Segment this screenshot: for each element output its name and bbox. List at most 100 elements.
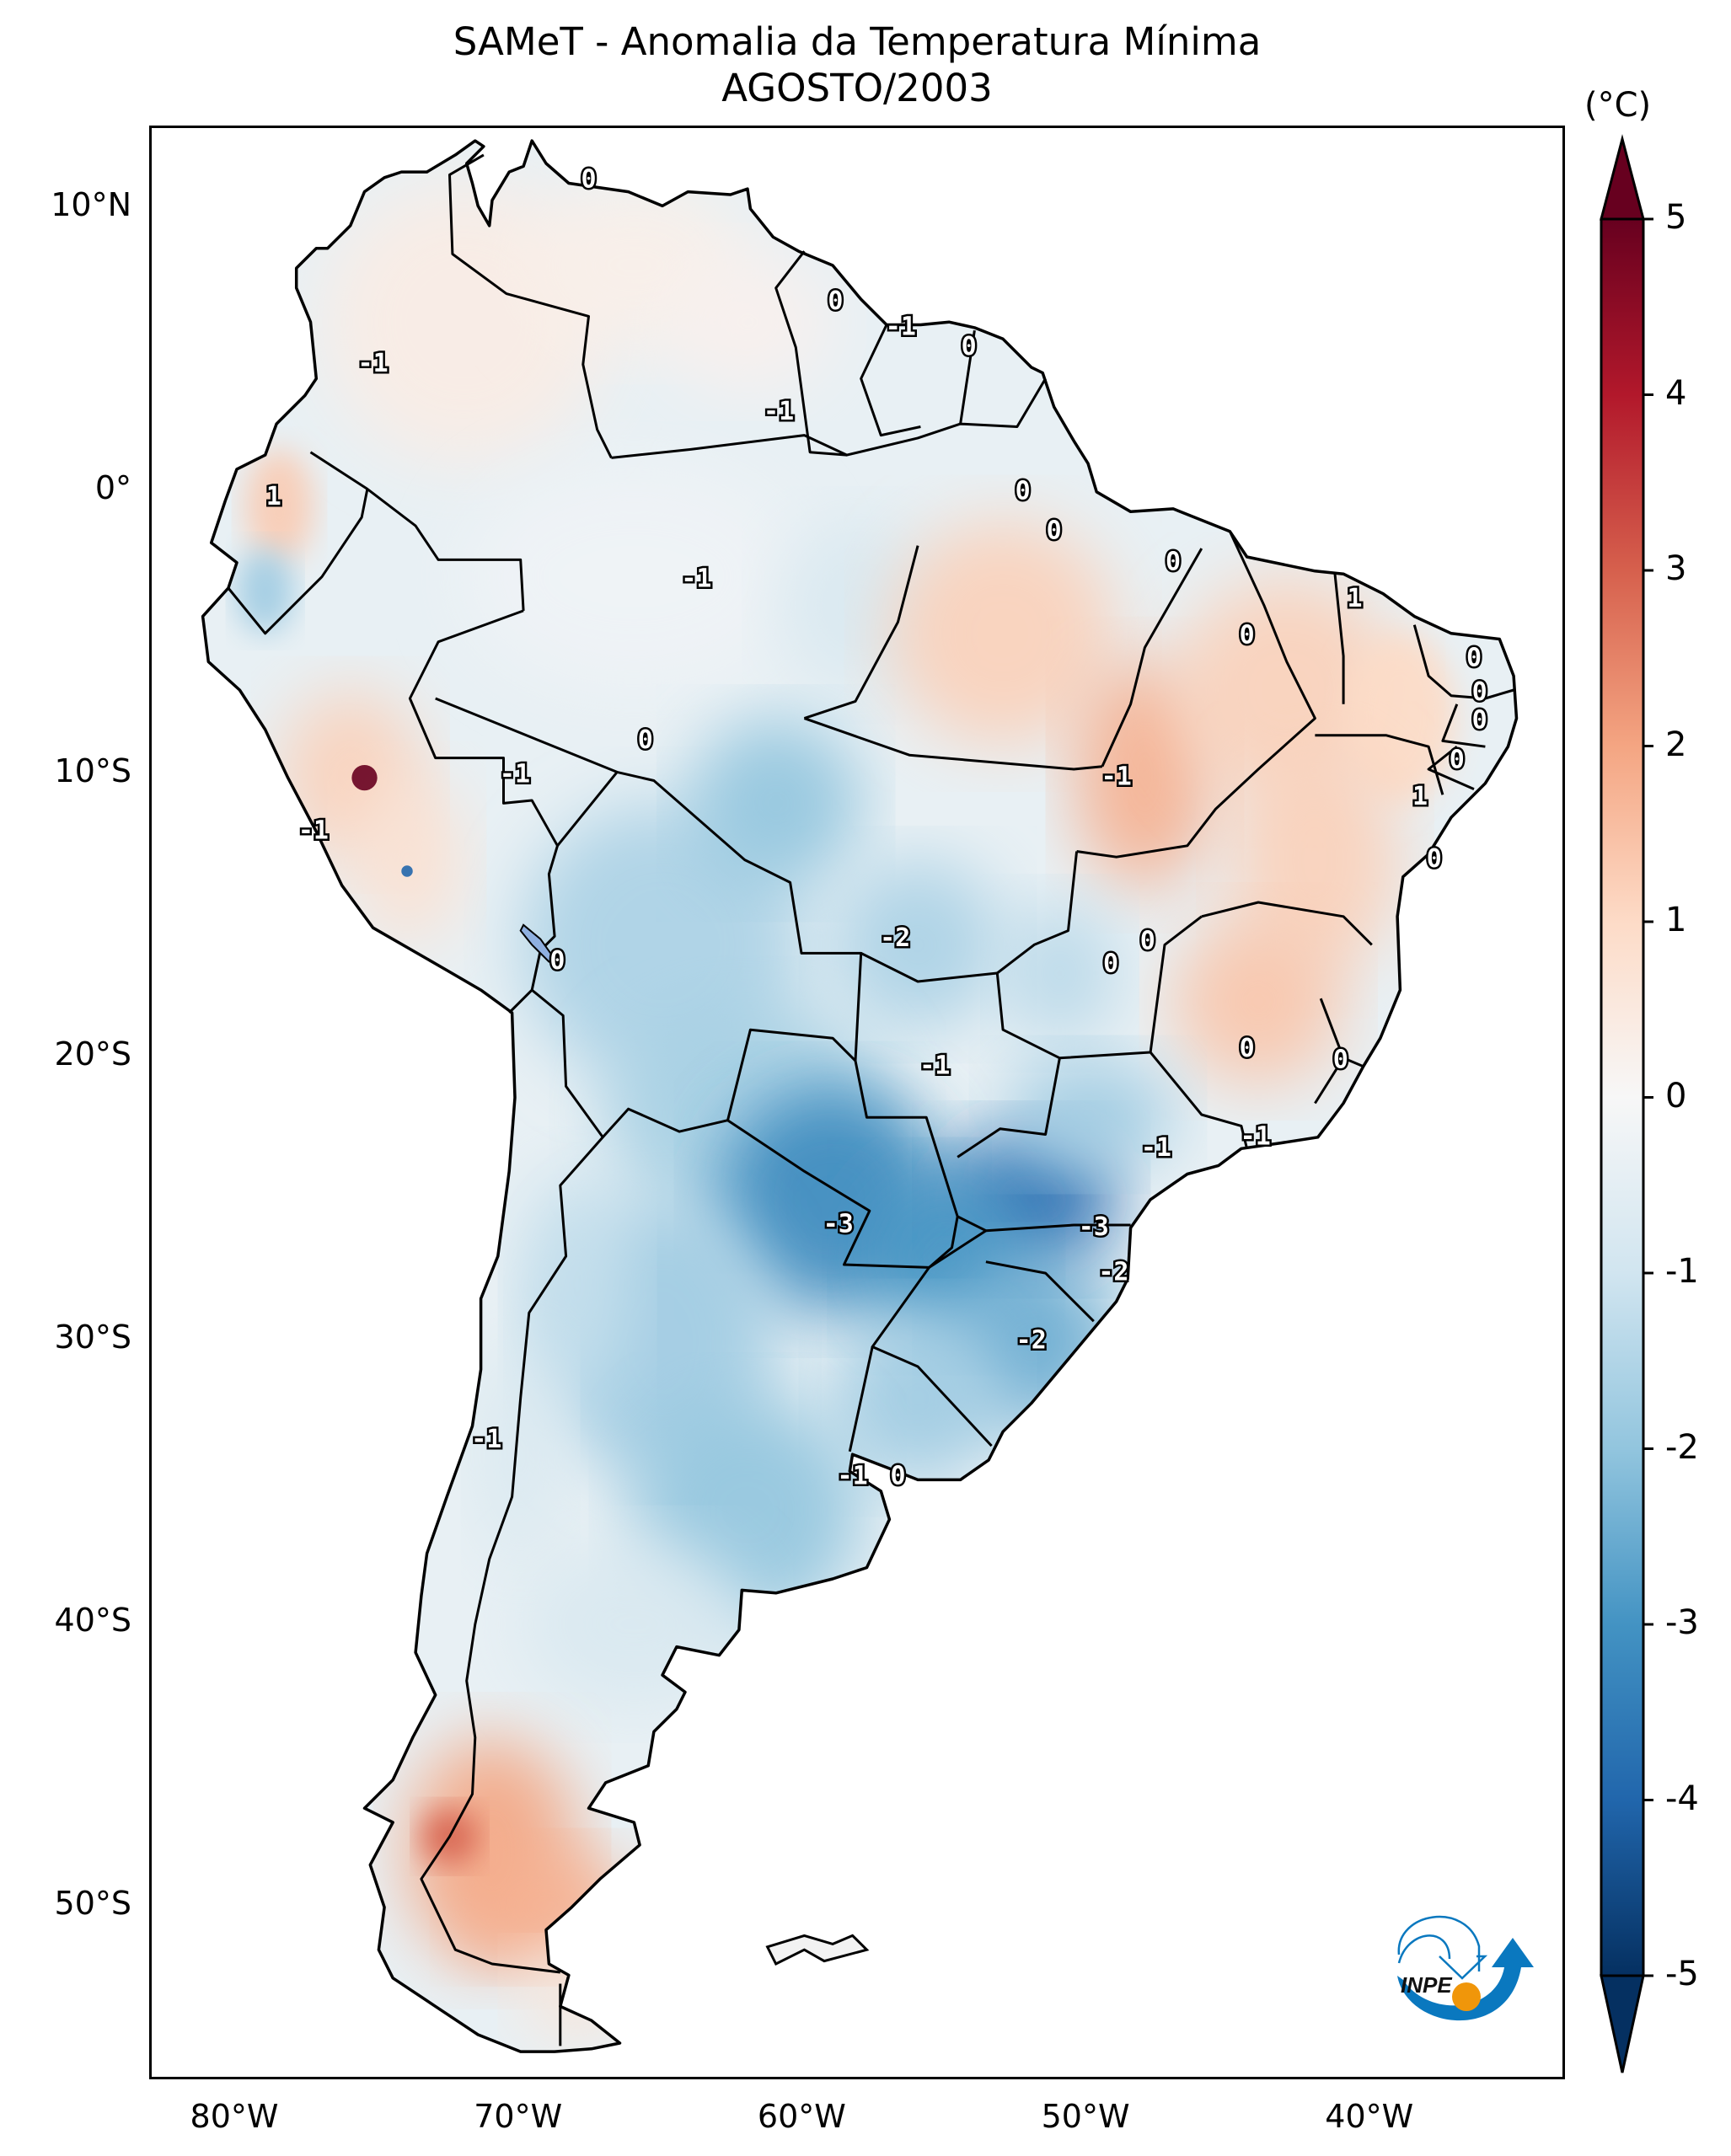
contour-label: -1: [1101, 762, 1132, 792]
colorbar-tick-label: 4: [1665, 373, 1687, 413]
border-line: [1076, 531, 1316, 859]
contour-label: -3: [1079, 1212, 1109, 1242]
border-line: [860, 324, 921, 437]
contour-label: -1: [919, 1051, 950, 1080]
y-tick-label: 10°S: [54, 752, 131, 789]
colorbar: [1600, 134, 1653, 2073]
border-line: [803, 545, 919, 720]
anomaly-blob: [889, 520, 1117, 747]
colorbar-extend-max: [1600, 134, 1645, 221]
contour-label: 1: [1412, 782, 1428, 811]
y-tick-label: 10°N: [51, 185, 131, 223]
anomaly-blob: [1003, 1057, 1174, 1172]
border-line: [227, 489, 369, 635]
y-tick-label: 0°: [94, 468, 131, 506]
x-tick-label: 60°W: [757, 2098, 846, 2135]
border-line: [448, 153, 613, 459]
anomaly-blob: [520, 1171, 635, 1398]
contour-label: 0: [1466, 644, 1482, 673]
anomaly-blob: [1230, 746, 1401, 973]
contour-label: 1: [266, 482, 281, 511]
x-tick-label: 40°W: [1325, 2098, 1414, 2135]
x-tick-label: 70°W: [474, 2098, 563, 2135]
border-line: [985, 1223, 1131, 1233]
border-line: [860, 952, 998, 983]
anomaly-blob: [1003, 901, 1117, 1044]
contour-label: -1: [764, 397, 794, 426]
logo-inner-arc-icon: [1397, 1934, 1451, 1964]
contour-label: 0: [1240, 621, 1255, 650]
logo-down-arrow-icon: [1439, 1955, 1488, 1980]
border-line: [957, 1215, 987, 1233]
border-line: [611, 377, 1047, 459]
border-line: [1412, 624, 1514, 700]
border-line: [1101, 548, 1203, 768]
colorbar-tick-label: 5: [1665, 198, 1687, 237]
anomaly-blob: [1173, 916, 1344, 1087]
colorbar-tick-label: 2: [1665, 725, 1687, 764]
colorbar-tick-label: -4: [1665, 1779, 1699, 1818]
border-line: [1201, 901, 1373, 946]
inpe-logo: INPE: [1397, 1915, 1534, 2021]
anomaly-blob: [351, 765, 378, 791]
border-line: [1315, 734, 1444, 795]
colorbar-tick-label: 3: [1665, 549, 1687, 588]
contour-label: 0: [1047, 516, 1062, 545]
anomaly-blob: [1173, 576, 1401, 804]
logo-sun-icon: [1452, 1982, 1481, 2011]
anomaly-blob: [520, 1950, 635, 2035]
border-line: [774, 250, 848, 457]
border-line: [531, 770, 863, 1139]
border-line: [435, 697, 618, 773]
border-line: [803, 717, 1103, 771]
anomaly-field: [202, 141, 1517, 2052]
border-line: [1441, 704, 1486, 748]
logo-swoosh-icon: [1397, 1938, 1534, 2021]
contour-label: 0: [1333, 1046, 1348, 1075]
contour-label: 0: [1103, 949, 1118, 978]
contour-label: 0: [1140, 927, 1155, 956]
contour-label: 0: [1240, 1034, 1255, 1063]
border-line: [726, 1060, 959, 1269]
contour-label: -2: [1016, 1325, 1047, 1355]
anomaly-blob: [478, 1340, 564, 1568]
logo-text: INPE: [1401, 1972, 1452, 1998]
border-line: [1342, 1057, 1364, 1068]
colorbar-tick-label: 1: [1665, 901, 1687, 939]
colorbar-tick-label: 0: [1665, 1076, 1687, 1115]
anomaly-blob: [833, 859, 1004, 1030]
border-line: [309, 451, 525, 611]
border-line: [1333, 574, 1345, 704]
anomaly-blob: [520, 1538, 748, 1709]
contour-label: 1: [1348, 584, 1363, 613]
anomaly-blob: [690, 718, 861, 889]
border-line: [985, 1260, 1095, 1323]
colorbar-tick-label: -1: [1665, 1252, 1699, 1291]
contour-label: 0: [890, 1462, 905, 1491]
contour-label: -1: [681, 564, 711, 593]
anomaly-blob: [401, 865, 413, 877]
contour-label: -1: [298, 816, 329, 845]
contour-label: -2: [880, 923, 910, 953]
y-tick-label: 30°S: [54, 1318, 131, 1356]
anomaly-blob: [237, 548, 294, 634]
contour-label: -1: [1141, 1133, 1171, 1163]
contour-label: -2: [1098, 1258, 1128, 1287]
contour-label: 0: [581, 165, 596, 195]
contour-label: -1: [471, 1425, 501, 1454]
border-line: [1149, 1051, 1249, 1149]
contour-label: -1: [886, 312, 916, 341]
colorbar-tick-label: -2: [1665, 1427, 1699, 1467]
border-line: [420, 1136, 604, 1974]
contour-label: 0: [1427, 844, 1442, 874]
border-line: [957, 1057, 1061, 1158]
country-borders: [201, 139, 1519, 2053]
y-tick-label: 50°S: [54, 1884, 131, 1922]
contour-label: 0: [638, 725, 653, 755]
border-line: [995, 851, 1203, 1060]
map-plot-area: 0 -1 0 -1 0 -1 1 0 0 -1 0 1 0 0 0 0 0 1 0 -1 -1 -1 0 -2 0 0 0 -1 0 0-…: [149, 126, 1565, 2079]
border-line: [1427, 746, 1475, 790]
anomaly-blob: [662, 251, 833, 393]
